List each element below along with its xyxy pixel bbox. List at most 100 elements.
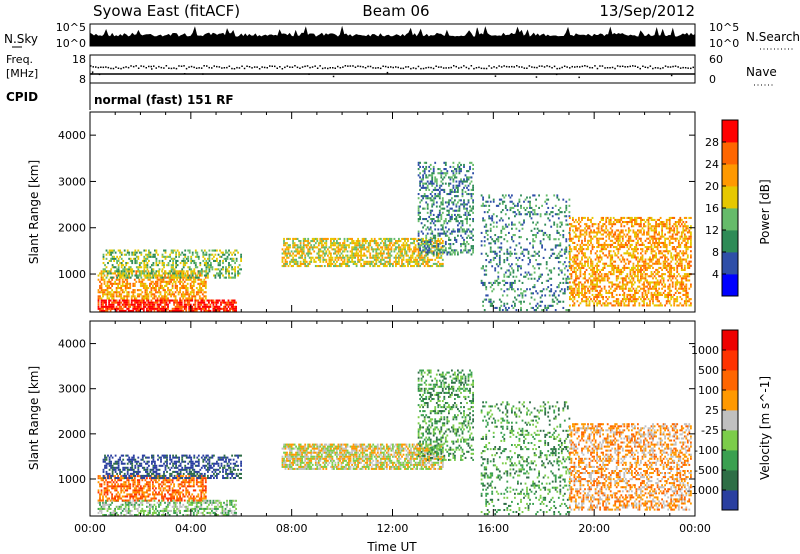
echo-cell — [281, 256, 284, 259]
echo-cell — [402, 248, 405, 251]
echo-cell — [627, 262, 630, 265]
echo-cell — [426, 240, 429, 243]
echo-cell — [173, 299, 176, 302]
echo-cell — [480, 204, 483, 207]
echo-cell — [434, 195, 437, 198]
echo-cell — [441, 249, 444, 252]
echo-cell — [557, 217, 560, 220]
echo-cell — [328, 256, 331, 259]
echo-cell — [122, 274, 125, 277]
echo-cell — [111, 276, 114, 279]
echo-cell — [422, 184, 425, 187]
echo-cell — [570, 273, 573, 276]
echo-cell — [177, 291, 180, 294]
echo-cell — [108, 287, 111, 290]
echo-cell — [629, 239, 632, 242]
echo-cell — [432, 218, 435, 221]
echo-cell — [376, 258, 379, 261]
echo-cell — [539, 213, 542, 216]
frequency-point — [337, 65, 339, 68]
echo-cell — [573, 246, 576, 249]
echo-cell — [621, 243, 624, 246]
echo-cell — [155, 295, 157, 298]
echo-cell — [614, 283, 617, 286]
echo-cell — [149, 301, 151, 304]
echo-cell — [144, 297, 147, 300]
echo-cell — [494, 256, 497, 259]
echo-cell — [434, 246, 437, 249]
echo-cell — [125, 262, 128, 265]
echo-cell — [579, 233, 582, 236]
echo-cell — [569, 298, 571, 301]
echo-cell — [120, 253, 123, 256]
echo-cell — [203, 307, 206, 310]
echo-cell — [240, 255, 243, 258]
echo-cell — [466, 230, 468, 233]
echo-cell — [118, 299, 121, 302]
echo-cell — [423, 246, 426, 249]
echo-cell — [618, 302, 621, 305]
echo-cell — [582, 233, 585, 236]
echo-cell — [434, 245, 437, 248]
echo-cell — [410, 254, 412, 257]
echo-cell — [124, 295, 127, 298]
echo-cell — [135, 299, 138, 302]
frequency-point — [543, 66, 546, 68]
echo-cell — [483, 236, 486, 239]
echo-cell — [526, 196, 528, 199]
echo-cell — [330, 246, 332, 249]
echo-cell — [401, 258, 403, 261]
echo-cell — [115, 293, 118, 296]
echo-cell — [208, 268, 211, 271]
echo-cell — [148, 274, 150, 277]
echo-cell — [232, 257, 235, 260]
echo-cell — [582, 300, 585, 303]
echo-cell — [154, 255, 156, 258]
noise-trace — [89, 25, 696, 47]
echo-cell — [211, 257, 214, 260]
echo-cell — [588, 218, 591, 221]
echo-cell — [369, 254, 372, 257]
echo-cell — [518, 294, 521, 297]
echo-cell — [142, 287, 145, 290]
echo-cell — [376, 248, 379, 251]
echo-cell — [544, 213, 547, 216]
echo-cell — [114, 270, 117, 273]
echo-cell — [627, 239, 630, 242]
echo-cell — [150, 280, 153, 283]
echo-cell — [196, 255, 199, 258]
echo-cell — [605, 300, 608, 303]
echo-cell — [401, 262, 403, 265]
echo-cell — [408, 250, 411, 253]
echo-cell — [506, 252, 509, 255]
echo-cell — [178, 253, 181, 256]
echo-cell — [554, 290, 557, 293]
echo-cell — [593, 287, 596, 290]
echo-cell — [138, 274, 141, 277]
echo-cell — [623, 225, 626, 228]
echo-cell — [286, 237, 288, 240]
echo-cell — [565, 246, 568, 249]
echo-cell — [125, 274, 128, 277]
echo-cell — [339, 256, 341, 259]
echo-cell — [214, 309, 216, 312]
echo-cell — [467, 211, 470, 214]
echo-cell — [441, 240, 444, 243]
echo-cell — [379, 252, 382, 255]
echo-cell — [408, 248, 411, 251]
echo-cell — [155, 284, 157, 287]
echo-cell — [197, 291, 200, 294]
echo-cell — [395, 240, 397, 243]
echo-cell — [521, 223, 524, 226]
echo-cell — [562, 263, 565, 266]
echo-cell — [581, 298, 583, 301]
echo-cell — [463, 178, 465, 181]
echo-cell — [565, 223, 568, 226]
echo-cell — [163, 272, 165, 275]
echo-cell — [623, 252, 626, 255]
echo-cell — [596, 231, 599, 234]
echo-cell — [317, 258, 320, 261]
echo-cell — [618, 281, 621, 284]
echo-cell — [593, 279, 596, 282]
echo-cell — [608, 285, 611, 288]
